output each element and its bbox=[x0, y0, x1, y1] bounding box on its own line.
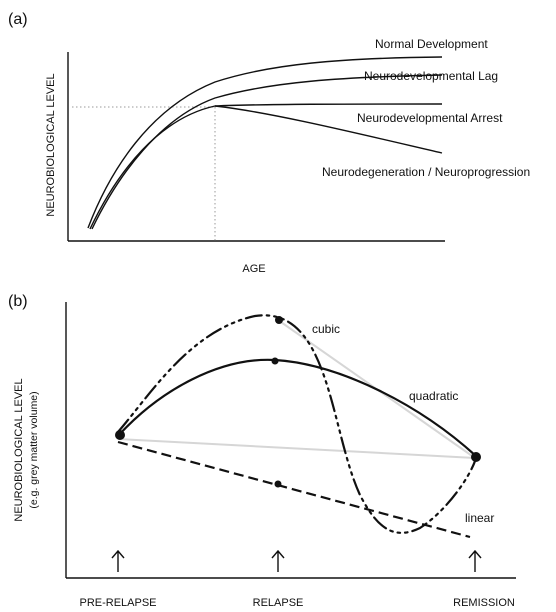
timepoint-label-prerelapse: PRE-RELAPSE bbox=[79, 597, 156, 609]
curve-neurodevelopmental-lag bbox=[91, 74, 443, 230]
label-neurodevelopmental-lag: Neurodevelopmental Lag bbox=[364, 69, 498, 83]
dot-prerelapse bbox=[115, 430, 125, 440]
curve-neurodegeneration bbox=[214, 105, 443, 154]
label-neurodevelopmental-arrest: Neurodevelopmental Arrest bbox=[357, 111, 503, 125]
label-neurodegeneration: Neurodegeneration / Neuroprogression bbox=[322, 165, 530, 179]
panel-a-y-axis-label: NEUROBIOLOGICAL LEVEL bbox=[45, 73, 57, 216]
panel-b: (b) cubic quadratic linear bbox=[8, 293, 516, 609]
dot-relapse-quadratic bbox=[271, 357, 279, 365]
panel-a-x-axis-label: AGE bbox=[242, 263, 265, 275]
timepoint-label-remission: REMISSION bbox=[453, 597, 515, 609]
label-linear: linear bbox=[465, 511, 494, 525]
arrow-relapse bbox=[271, 549, 285, 572]
dot-relapse-linear bbox=[274, 480, 282, 488]
panel-a: (a) Normal Development Neurodevelopmenta… bbox=[8, 11, 530, 275]
arrow-prerelapse bbox=[111, 549, 125, 572]
dot-relapse-cubic bbox=[275, 316, 283, 324]
curve-normal-development bbox=[87, 56, 443, 229]
panel-a-label: (a) bbox=[8, 11, 28, 28]
label-quadratic: quadratic bbox=[409, 389, 458, 403]
arrow-remission bbox=[468, 549, 482, 572]
label-normal-development: Normal Development bbox=[375, 37, 488, 51]
label-cubic: cubic bbox=[312, 322, 340, 336]
panel-b-y-axis-sublabel: (e.g. grey matter volume) bbox=[28, 391, 40, 508]
trajectory-linear bbox=[117, 440, 471, 539]
panel-b-y-axis-label: NEUROBIOLOGICAL LEVEL bbox=[13, 378, 25, 521]
timepoint-label-relapse: RELAPSE bbox=[253, 597, 304, 609]
faint-line-prerelapse-remission bbox=[117, 438, 476, 459]
dot-remission bbox=[471, 452, 481, 462]
panel-b-label: (b) bbox=[8, 293, 28, 310]
trajectory-cubic bbox=[116, 314, 478, 534]
